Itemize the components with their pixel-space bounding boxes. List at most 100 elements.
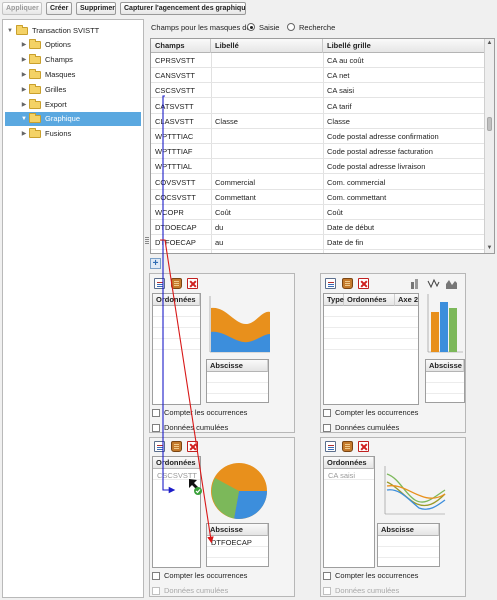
table-cell: Commettant bbox=[215, 192, 256, 202]
chart-type-icon[interactable] bbox=[171, 278, 182, 289]
abscissa-list[interactable]: Abscisse bbox=[206, 359, 269, 403]
expand-down-icon[interactable]: ▼ bbox=[21, 116, 27, 122]
abscissa-list[interactable]: Abscisse bbox=[377, 523, 440, 567]
edit-chart-icon[interactable] bbox=[154, 441, 165, 452]
chart-type-icon[interactable] bbox=[342, 278, 353, 289]
count-label: Compter les occurrences bbox=[335, 571, 419, 580]
scrollbar-thumb[interactable] bbox=[487, 117, 492, 131]
expand-right-icon[interactable]: ▶ bbox=[21, 87, 27, 93]
table-cell: CPRSVSTT bbox=[155, 56, 196, 65]
expand-right-icon[interactable]: ▶ bbox=[21, 131, 27, 137]
table-row[interactable]: COVSVSTT Commercial Com. commercial bbox=[151, 175, 485, 190]
grid-scrollbar[interactable]: ▲ ▼ bbox=[484, 39, 494, 253]
edit-chart-icon[interactable] bbox=[325, 441, 336, 452]
table-row[interactable]: CANSVSTT CA net bbox=[151, 68, 485, 84]
expand-right-icon[interactable]: ▶ bbox=[21, 42, 27, 48]
expand-right-icon[interactable]: ▶ bbox=[21, 102, 27, 108]
axis2-header: Axe 2 bbox=[395, 294, 418, 306]
search-radio[interactable] bbox=[287, 23, 295, 31]
table-row[interactable]: WPTTTIAL Code postal adresse livraison bbox=[151, 159, 485, 175]
cumulative-checkbox[interactable] bbox=[152, 424, 160, 432]
table-cell: Classe bbox=[327, 116, 350, 126]
input-radio[interactable] bbox=[247, 23, 255, 31]
ordinates-list[interactable]: Ordonnées bbox=[152, 293, 201, 405]
area-type-icon[interactable] bbox=[445, 278, 458, 289]
create-button[interactable]: Créer bbox=[46, 2, 72, 15]
folder-icon bbox=[29, 54, 41, 64]
masks-label: Champs pour les masques de bbox=[151, 23, 251, 32]
edit-chart-icon[interactable] bbox=[325, 278, 336, 289]
expand-right-icon[interactable]: ▶ bbox=[21, 57, 27, 63]
abscissa-value[interactable]: DTFOECAP bbox=[211, 538, 252, 547]
abscissa-list[interactable]: Abscisse DTFOECAP bbox=[206, 523, 269, 567]
tree-item-label: Grilles bbox=[45, 85, 67, 94]
column-header[interactable]: Libellé grille bbox=[327, 41, 371, 50]
table-row[interactable]: DTDOECAP du Date de début bbox=[151, 220, 485, 236]
cumulative-checkbox[interactable] bbox=[323, 424, 331, 432]
table-cell: CA tarif bbox=[327, 101, 352, 111]
column-divider bbox=[211, 53, 212, 253]
apply-button[interactable]: Appliquer bbox=[2, 2, 42, 15]
delete-chart-icon[interactable] bbox=[187, 278, 198, 289]
column-header[interactable]: Libellé bbox=[211, 39, 323, 53]
tree-item-graphique[interactable]: ▼ Graphique bbox=[5, 112, 141, 126]
add-chart-button[interactable]: + bbox=[150, 258, 161, 269]
table-row[interactable]: CLASVSTT Classe Classe bbox=[151, 114, 485, 129]
table-row[interactable]: CSCSVSTT CA saisi bbox=[151, 83, 485, 99]
table-cell: COVSVSTT bbox=[155, 177, 196, 187]
bar-type-icon[interactable] bbox=[410, 278, 421, 289]
delete-chart-icon[interactable] bbox=[187, 441, 198, 452]
search-radio-label: Recherche bbox=[299, 23, 336, 32]
table-cell: CLASVSTT bbox=[155, 116, 194, 126]
tree-item-label: Export bbox=[45, 100, 67, 109]
count-checkbox[interactable] bbox=[323, 572, 331, 580]
tree-item-options[interactable]: ▶ Options bbox=[5, 38, 141, 52]
tree-item-champs[interactable]: ▶ Champs bbox=[5, 53, 141, 67]
scroll-down-icon[interactable]: ▼ bbox=[486, 245, 493, 251]
ordinates-list[interactable]: Ordonnées CA saisi bbox=[323, 456, 375, 568]
capture-layout-button[interactable]: Capturer l'agencement des graphiques bbox=[120, 2, 246, 15]
count-checkbox[interactable] bbox=[323, 409, 331, 417]
tree-item-grilles[interactable]: ▶ Grilles bbox=[5, 83, 141, 97]
tree-root[interactable]: ▼ Transaction SVISTT bbox=[5, 24, 141, 38]
table-cell: au bbox=[215, 238, 224, 248]
table-row[interactable]: WPTTTIAF Code postal adresse facturation bbox=[151, 144, 485, 160]
abscissa-list[interactable]: Abscisse bbox=[425, 359, 465, 403]
expand-down-icon[interactable]: ▼ bbox=[7, 28, 13, 34]
tree-item-fusions[interactable]: ▶ Fusions bbox=[5, 127, 141, 141]
table-row[interactable]: DTFOECAP au Date de fin bbox=[151, 235, 485, 251]
table-row[interactable]: WPTTTIAC Code postal adresse confirmation bbox=[151, 129, 485, 144]
bar-chart-thumbnail bbox=[427, 294, 463, 353]
ordinates-list[interactable]: Ordonnées CSCSVSTT bbox=[152, 456, 201, 568]
delete-chart-icon[interactable] bbox=[358, 278, 369, 289]
table-cell: CA net bbox=[327, 71, 350, 81]
tree-item-export[interactable]: ▶ Export bbox=[5, 98, 141, 112]
table-row[interactable]: CATSVSTT CA tarif bbox=[151, 99, 485, 114]
table-row[interactable]: COCSVSTT Commettant Com. commettant bbox=[151, 190, 485, 205]
scroll-up-icon[interactable]: ▲ bbox=[486, 40, 493, 46]
table-row[interactable]: CPRSVSTT CA au coût bbox=[151, 53, 485, 68]
splitter-grip[interactable] bbox=[145, 236, 150, 246]
expand-right-icon[interactable]: ▶ bbox=[21, 72, 27, 78]
line-chart-thumbnail bbox=[384, 466, 446, 515]
delete-button[interactable]: Supprimer bbox=[76, 2, 116, 15]
open-folder-icon bbox=[29, 113, 41, 123]
table-cell: CATSVSTT bbox=[155, 101, 194, 111]
chart-type-icon[interactable] bbox=[342, 441, 353, 452]
column-divider bbox=[323, 53, 324, 253]
grid-header: Champs Libellé Libellé grille bbox=[151, 39, 485, 53]
count-checkbox[interactable] bbox=[152, 409, 160, 417]
count-checkbox[interactable] bbox=[152, 572, 160, 580]
table-cell: Com. commettant bbox=[327, 192, 387, 202]
edit-chart-icon[interactable] bbox=[154, 278, 165, 289]
table-cell: Code postal adresse livraison bbox=[327, 162, 426, 172]
line-type-icon[interactable] bbox=[427, 278, 440, 289]
table-cell: DTFOECAP bbox=[155, 238, 196, 248]
table-row[interactable]: WCOPR Coût Coût bbox=[151, 205, 485, 220]
tree-item-masques[interactable]: ▶ Masques bbox=[5, 68, 141, 82]
delete-chart-icon[interactable] bbox=[358, 441, 369, 452]
series-list[interactable]: Type Ordonnées Axe 2 bbox=[323, 293, 419, 405]
column-header[interactable]: Champs bbox=[151, 39, 211, 53]
chart-type-icon[interactable] bbox=[171, 441, 182, 452]
ordinate-value[interactable]: CA saisi bbox=[328, 471, 356, 480]
